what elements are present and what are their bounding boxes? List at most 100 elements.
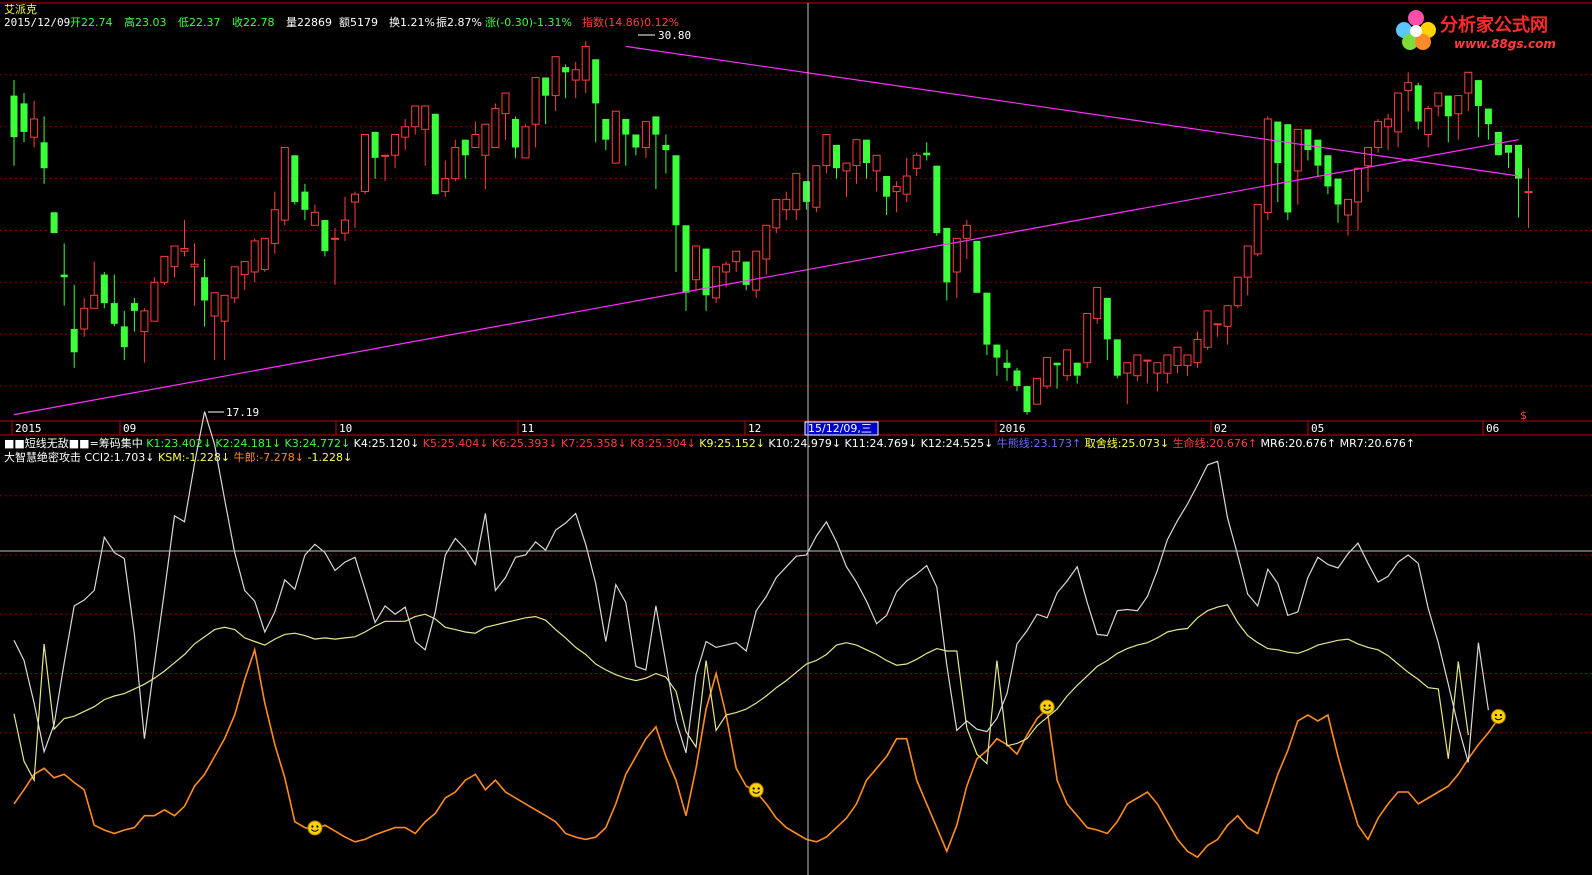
candle — [491, 103, 500, 148]
candle-body — [923, 152, 931, 156]
candle — [90, 261, 99, 309]
candle-body — [1263, 118, 1272, 213]
candle-body — [501, 92, 510, 115]
header-volume: 量22869 — [286, 16, 332, 29]
candle — [1093, 287, 1102, 324]
candle-body — [762, 224, 771, 260]
candle-body — [1243, 245, 1252, 278]
candle — [943, 227, 951, 301]
candle-body — [912, 154, 921, 169]
candle-body — [1334, 178, 1342, 205]
candle-body — [1133, 354, 1142, 377]
indicator1-legend: ■■短线无敌■■=筹码集中 K1:23.402↓ K2:24.181↓ K3:2… — [4, 436, 1415, 450]
candle — [702, 248, 710, 311]
candle-body — [852, 139, 861, 167]
candle-body — [240, 261, 249, 276]
candle — [622, 119, 630, 166]
logo-url: www.88gs.com — [1454, 37, 1556, 51]
candle-body — [40, 142, 48, 169]
candle-body — [1394, 92, 1403, 133]
oscillator-grid — [0, 495, 1592, 734]
candle — [551, 56, 560, 112]
candle-body — [632, 134, 640, 148]
candle — [752, 250, 761, 298]
site-logo[interactable]: 分析家公式网 www.88gs.com — [1394, 4, 1590, 54]
candle-body — [1123, 362, 1132, 374]
candle — [611, 110, 620, 164]
candle — [1033, 377, 1042, 405]
candle-body — [1173, 346, 1182, 366]
candle-body — [291, 155, 299, 202]
candle — [1384, 113, 1393, 151]
candle-body — [1364, 147, 1372, 167]
candle — [641, 121, 650, 158]
candle-body — [1284, 124, 1292, 213]
candle — [310, 204, 319, 226]
candle — [1163, 354, 1172, 384]
candle-body — [381, 154, 390, 157]
header-close: 收22.78 — [232, 15, 275, 29]
logo-title: 分析家公式网 — [1440, 14, 1548, 36]
candle — [1344, 198, 1352, 236]
legend-item: -1.228↓ — [304, 451, 352, 464]
candle — [822, 134, 831, 174]
candle-body — [842, 162, 851, 172]
candle — [230, 266, 239, 304]
candle — [130, 297, 138, 332]
candle — [1123, 362, 1132, 405]
candle-body — [531, 77, 540, 125]
candle-body — [1193, 338, 1202, 364]
candle-body — [331, 237, 339, 240]
candle-body — [983, 292, 991, 345]
candle — [1133, 354, 1142, 381]
candle-body — [80, 307, 89, 330]
candle — [1063, 349, 1072, 381]
candle — [1434, 92, 1443, 117]
candle-body — [672, 155, 680, 226]
cursor-date-box — [804, 421, 879, 436]
legend-item: K2:24.181↓ — [212, 437, 281, 450]
legend-item: K8:25.304↓ — [627, 437, 696, 450]
candle-body — [130, 303, 138, 311]
candle-body — [1404, 82, 1413, 91]
axis-label: 11 — [521, 422, 534, 435]
candle-body — [1043, 357, 1052, 387]
candle-body — [822, 134, 831, 167]
candle-body — [722, 263, 731, 273]
dollar-sign: $ — [1520, 409, 1527, 422]
candle-body — [1424, 108, 1433, 135]
candle-body — [391, 134, 400, 156]
candle-body — [170, 245, 179, 268]
candle-body — [1274, 121, 1282, 164]
candle — [1263, 116, 1272, 221]
candle-body — [602, 119, 610, 140]
price-header: 2015/12/09 开22.74 高23.03 低22.37 收22.78 量… — [4, 15, 679, 29]
candle — [1043, 357, 1052, 389]
candle-body — [712, 266, 721, 299]
candle — [250, 238, 259, 283]
candle — [912, 152, 921, 176]
candle-body — [451, 147, 460, 180]
candle-body — [581, 45, 590, 81]
candle-body — [50, 212, 58, 233]
legend-item: K5:25.404↓ — [419, 437, 488, 450]
candle — [240, 261, 249, 291]
candle-body — [230, 266, 239, 299]
axis-label: 06 — [1486, 422, 1499, 435]
smiley-icon — [1490, 709, 1506, 724]
candle — [291, 155, 299, 205]
candle-body — [270, 209, 279, 244]
candle — [1013, 367, 1021, 392]
candle — [602, 119, 610, 151]
candle — [672, 155, 680, 272]
candle — [381, 154, 390, 182]
header-turnover: 换1.21% — [389, 15, 435, 29]
legend-item: K3:24.772↓ — [281, 437, 350, 450]
candle-body — [1304, 129, 1312, 151]
legend-item: K11:24.769↓ — [841, 437, 917, 450]
candle-body — [1474, 80, 1482, 106]
candle — [30, 100, 39, 148]
candle-body — [1444, 95, 1452, 117]
